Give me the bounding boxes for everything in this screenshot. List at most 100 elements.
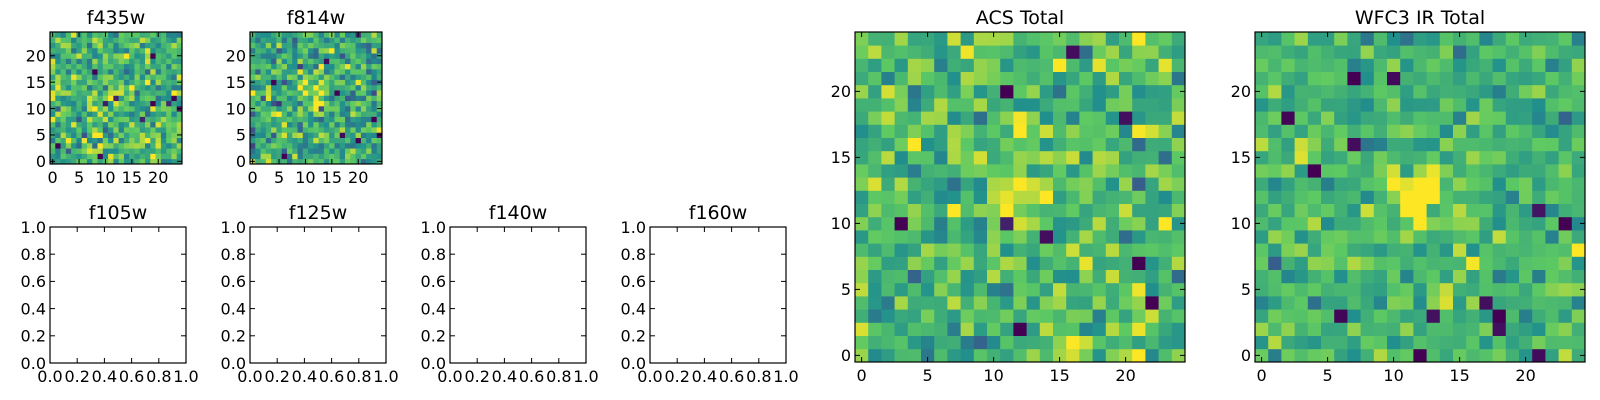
heatmap-cell [1545, 32, 1559, 46]
heatmap-cell [1466, 32, 1480, 46]
heatmap-cell [1105, 32, 1120, 46]
heatmap-cell [1505, 32, 1520, 46]
heatmap-cell [271, 121, 277, 128]
heatmap-cell [286, 100, 293, 107]
heatmap-cell [960, 309, 975, 323]
heatmap-cell [907, 98, 922, 112]
heatmap-cell [1479, 322, 1493, 336]
heatmap-cell [1281, 230, 1295, 244]
heatmap-cell [129, 148, 135, 154]
heatmap-cell [1268, 84, 1282, 99]
heatmap-cell [334, 95, 341, 102]
heatmap-cell [334, 84, 341, 91]
heatmap-cell [1321, 203, 1335, 218]
heatmap-cell [1466, 296, 1480, 310]
heatmap-cell [81, 90, 88, 96]
heatmap-cell [1479, 335, 1493, 350]
heatmap-cell [1347, 243, 1361, 257]
heatmap-cell [947, 203, 961, 218]
heatmap-cell [255, 148, 261, 154]
heatmap-cell [947, 32, 961, 46]
heatmap-cell [118, 127, 125, 133]
heatmap-cell [1307, 45, 1322, 59]
heatmap-cell [250, 47, 256, 54]
heatmap-cell [1334, 203, 1348, 218]
heatmap-cell [318, 158, 325, 165]
heatmap-cell [907, 137, 922, 152]
heatmap-cell [1294, 282, 1309, 297]
heatmap-cell [345, 121, 351, 128]
heatmap-cell [934, 282, 948, 297]
heatmap-cell [1294, 322, 1309, 336]
heatmap-cell [1492, 282, 1507, 297]
heatmap-cell [1545, 124, 1559, 138]
heatmap-cell [1387, 216, 1401, 231]
heatmap-cell [123, 90, 130, 96]
heatmap-cell [907, 348, 922, 363]
heatmap-cell [1334, 282, 1348, 297]
heatmap-cell [1092, 150, 1107, 165]
heatmap-cell [1479, 282, 1493, 297]
heatmap-cell [166, 42, 172, 49]
heatmap-cell [1347, 216, 1361, 231]
heatmap-cell [1105, 164, 1120, 178]
heatmap-cell [302, 53, 309, 59]
heatmap-cell [150, 158, 156, 165]
heatmap-cell [973, 282, 988, 297]
heatmap-cell [1466, 269, 1480, 284]
heatmap-cell [1571, 58, 1586, 72]
heatmap-cell [987, 137, 1001, 152]
heatmap-cell [1119, 84, 1133, 99]
heatmap-cell [1492, 348, 1507, 363]
heatmap-cell [355, 148, 362, 154]
heatmap-cell [1558, 71, 1573, 86]
heatmap-cell [108, 142, 114, 149]
heatmap-cell [86, 137, 93, 144]
heatmap-cell [1268, 32, 1282, 46]
heatmap-cell [329, 58, 335, 65]
heatmap-cell [281, 37, 288, 43]
heatmap-cell [1066, 124, 1080, 138]
heatmap-cell [921, 32, 935, 46]
heatmap-cell [1347, 32, 1361, 46]
heatmap-cell [139, 74, 146, 80]
heatmap-cell [1558, 348, 1573, 363]
heatmap-cell [276, 142, 283, 149]
heatmap-cell [297, 68, 304, 75]
heatmap-cell [313, 121, 320, 128]
heatmap-cell [292, 142, 298, 149]
heatmap-cell [145, 79, 151, 86]
heatmap-cell [1492, 335, 1507, 350]
heatmap-cell [855, 150, 869, 165]
heatmap-cell [366, 137, 372, 144]
heatmap-cell [166, 32, 172, 38]
heatmap-cell [1400, 256, 1414, 270]
heatmap-cell [1281, 190, 1295, 204]
heatmap-cell [934, 84, 948, 99]
heatmap-cell [281, 121, 288, 128]
heatmap-cell [1268, 137, 1282, 152]
heatmap-cell [1307, 256, 1322, 270]
heatmap-cell [1307, 348, 1322, 363]
heatmap-cell [1119, 45, 1133, 59]
heatmap-cell [160, 32, 167, 38]
heatmap-cell [318, 79, 325, 86]
heatmap-cell [71, 105, 77, 112]
heatmap-cell [1132, 164, 1146, 178]
heatmap-cell [1268, 111, 1282, 125]
heatmap-cell [1171, 243, 1186, 257]
heatmap-cell [329, 137, 335, 144]
heatmap-cell [92, 121, 98, 128]
heatmap-cell [297, 100, 304, 107]
heatmap-cell [1268, 309, 1282, 323]
heatmap-cell [1413, 322, 1427, 336]
heatmap-cell [366, 63, 372, 70]
heatmap-cell [1105, 58, 1120, 72]
heatmap-cell [934, 243, 948, 257]
heatmap-cell [1066, 243, 1080, 257]
heatmap-cell [255, 74, 261, 80]
heatmap-cell [60, 53, 67, 59]
heatmap-cell [86, 32, 93, 38]
heatmap-cell [1268, 296, 1282, 310]
heatmap-cell [150, 68, 156, 75]
